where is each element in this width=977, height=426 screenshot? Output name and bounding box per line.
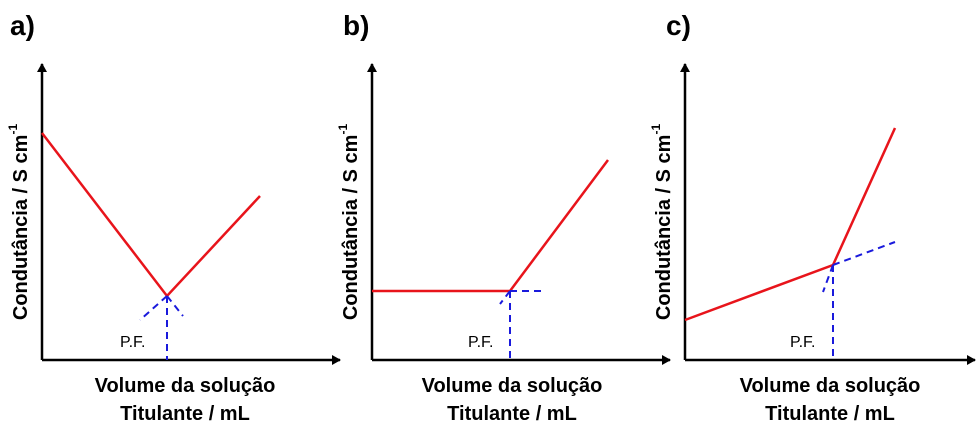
- equivalence-point-label: P.F.: [790, 334, 816, 351]
- x-axis-title: Titulante / mL: [120, 403, 250, 425]
- y-axis-title: Condutância / S cm-1: [649, 124, 675, 321]
- x-axis-title: Titulante / mL: [765, 403, 895, 425]
- y-axis-title: Condutância / S cm-1: [6, 124, 32, 321]
- panel-label: a): [10, 10, 35, 41]
- panel: a) Condutância / S cm-1 Volume da solução T…: [6, 10, 341, 425]
- extrapolation: [139, 295, 168, 321]
- y-axis-title-main: Condutância / S cm: [653, 135, 675, 321]
- extrapolation: [822, 264, 834, 293]
- y-axis-title-main: Condutância / S cm: [10, 135, 32, 321]
- x-axis-title: Titulante / mL: [447, 403, 577, 425]
- extrapolation: [499, 290, 511, 305]
- y-axis-title-sup: -1: [336, 124, 350, 135]
- x-axis-title: Volume da solução: [422, 375, 603, 397]
- extrapolation: [166, 295, 184, 317]
- panel-label: c): [666, 10, 691, 41]
- equivalence-point-label: P.F.: [120, 334, 146, 351]
- titration-curve: [684, 127, 897, 322]
- panel: c) Condutância / S cm-1 Volume da solução T…: [649, 10, 976, 425]
- titration-curve: [41, 132, 261, 298]
- y-axis-title-main: Condutância / S cm: [340, 135, 362, 321]
- y-axis-title-sup: -1: [6, 124, 20, 135]
- y-axis-title-sup: -1: [649, 124, 663, 135]
- x-axis-title: Volume da solução: [740, 375, 921, 397]
- equivalence-point-label: P.F.: [468, 334, 494, 351]
- panel-label: b): [343, 10, 369, 41]
- x-axis-title: Volume da solução: [95, 375, 276, 397]
- y-axis-title: Condutância / S cm-1: [336, 124, 362, 321]
- titration-curve: [372, 159, 610, 293]
